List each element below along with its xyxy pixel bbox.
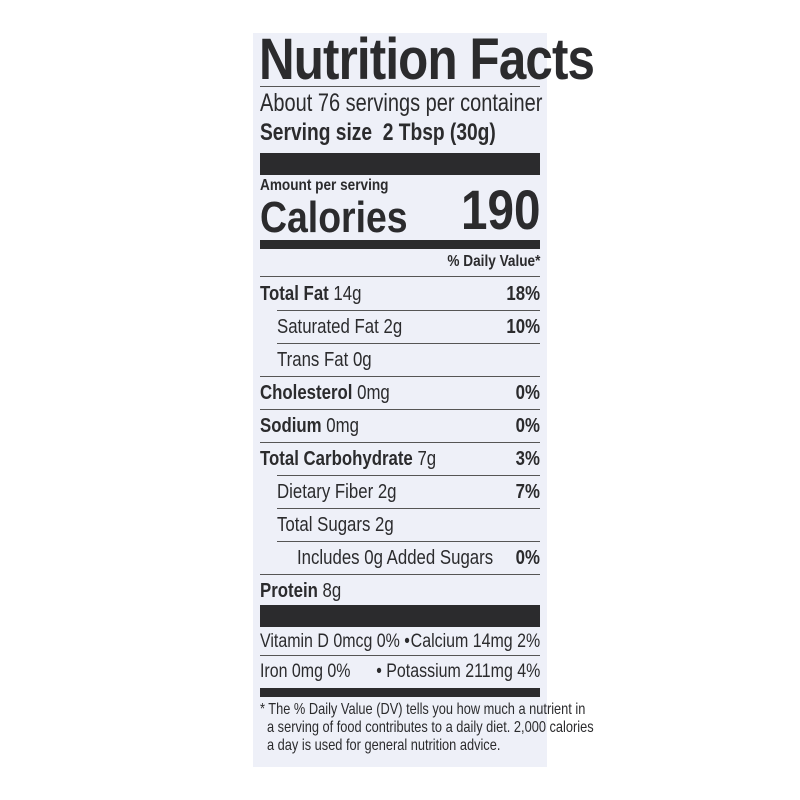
nutrient-name: Total Fat 14g: [260, 283, 361, 305]
nutrient-amount: 2g: [377, 481, 397, 503]
divider: [260, 574, 540, 575]
nutrient-label: Total Sugars: [277, 514, 371, 536]
divider: [260, 276, 540, 277]
label-title: Nutrition Facts: [259, 27, 595, 92]
servings-per-container: About 76 servings per container: [260, 89, 543, 117]
thick-divider: [260, 153, 540, 175]
nutrient-daily-value: 0%: [515, 415, 540, 437]
divider: [277, 541, 540, 542]
nutrient-label: Sodium: [260, 415, 322, 437]
footnote-2: a serving of food contributes to a daily…: [267, 719, 594, 736]
divider: [260, 376, 540, 377]
potassium: Potassium 211mg 4%: [385, 661, 540, 682]
bullet: •: [404, 631, 410, 652]
nutrient-name: Total Carbohydrate 7g: [260, 448, 436, 470]
nutrient-label: Total Carbohydrate: [260, 448, 413, 470]
nutrient-amount: 7g: [417, 448, 437, 470]
nutrient-amount: 2g: [375, 514, 394, 536]
divider: [260, 86, 540, 87]
nutrient-name: Cholesterol 0mg: [260, 382, 390, 404]
vitamin-d: Vitamin D 0mcg 0%: [260, 631, 400, 652]
nutrient-row: Total Fat 14g 18%: [260, 283, 540, 313]
nutrient-amount: 0mg: [357, 382, 390, 404]
nutrient-daily-value: 18%: [506, 283, 540, 305]
potassium-group: • Potassium 211mg 4%: [376, 662, 540, 681]
nutrient-name: Total Sugars 2g: [277, 514, 394, 536]
nutrient-row: Protein 8g: [260, 580, 540, 610]
nutrient-name: Sodium 0mg: [260, 415, 359, 437]
divider: [277, 508, 540, 509]
nutrient-name: Trans Fat 0g: [277, 349, 372, 371]
divider: [260, 655, 540, 656]
nutrient-row: Saturated Fat 2g 10%: [260, 316, 540, 346]
bullet: •: [375, 661, 382, 682]
nutrient-daily-value: 0%: [515, 547, 540, 569]
calcium: Calcium 14mg 2%: [410, 631, 540, 652]
footnote-1: * The % Daily Value (DV) tells you how m…: [260, 701, 586, 718]
nutrient-amount: 2g: [383, 316, 403, 338]
nutrient-row: Trans Fat 0g: [260, 349, 540, 379]
divider: [277, 475, 540, 476]
vitamin-d-group: Vitamin D 0mcg 0% •: [260, 632, 410, 651]
medium-divider: [260, 688, 540, 697]
nutrient-row: Total Carbohydrate 7g 3%: [260, 448, 540, 478]
nutrient-amount: 8g: [322, 580, 342, 602]
nutrient-name: Dietary Fiber 2g: [277, 481, 397, 503]
calories-value: 190: [460, 178, 540, 241]
calories-label: Calories: [260, 193, 408, 242]
nutrient-row: Dietary Fiber 2g 7%: [260, 481, 540, 511]
divider: [277, 310, 540, 311]
serving-size-label: Serving size: [260, 119, 373, 146]
nutrient-label: Trans Fat: [277, 349, 349, 371]
nutrient-row: Sodium 0mg 0%: [260, 415, 540, 445]
divider: [277, 343, 540, 344]
serving-size: Serving size 2 Tbsp (30g): [260, 121, 496, 145]
nutrient-amount: 0mg: [326, 415, 359, 437]
nutrition-facts-label: Nutrition Facts About 76 servings per co…: [253, 31, 595, 767]
nutrient-amount: 14g: [333, 283, 362, 305]
nutrient-amount: 0g: [352, 349, 372, 371]
nutrient-row: Cholesterol 0mg 0%: [260, 382, 540, 412]
nutrient-label: Total Fat: [260, 283, 329, 305]
amount-per-serving: Amount per serving: [260, 177, 389, 194]
nutrient-label: Dietary Fiber: [277, 481, 374, 503]
serving-size-value: 2 Tbsp (30g): [382, 119, 496, 146]
medium-divider: [260, 240, 540, 249]
thick-divider: [260, 605, 540, 627]
nutrient-label: Protein: [260, 580, 318, 602]
nutrient-label: Cholesterol: [260, 382, 353, 404]
iron: Iron 0mg 0%: [260, 661, 351, 682]
nutrient-row: Includes 0g Added Sugars 0%: [260, 547, 540, 577]
nutrient-name: Includes 0g Added Sugars: [297, 547, 493, 569]
nutrient-row: Total Sugars 2g: [260, 514, 540, 544]
nutrient-name: Protein 8g: [260, 580, 341, 602]
nutrient-label: Includes 0g Added Sugars: [297, 547, 494, 569]
divider: [260, 409, 540, 410]
divider: [260, 442, 540, 443]
nutrient-daily-value: 3%: [515, 448, 540, 470]
nutrient-label: Saturated Fat: [277, 316, 379, 338]
nutrient-daily-value: 0%: [515, 382, 540, 404]
footnote-3: a day is used for general nutrition advi…: [267, 737, 501, 754]
nutrient-name: Saturated Fat 2g: [277, 316, 402, 338]
daily-value-header: % Daily Value*: [447, 253, 540, 270]
nutrient-daily-value: 10%: [506, 316, 540, 338]
nutrient-daily-value: 7%: [515, 481, 540, 503]
